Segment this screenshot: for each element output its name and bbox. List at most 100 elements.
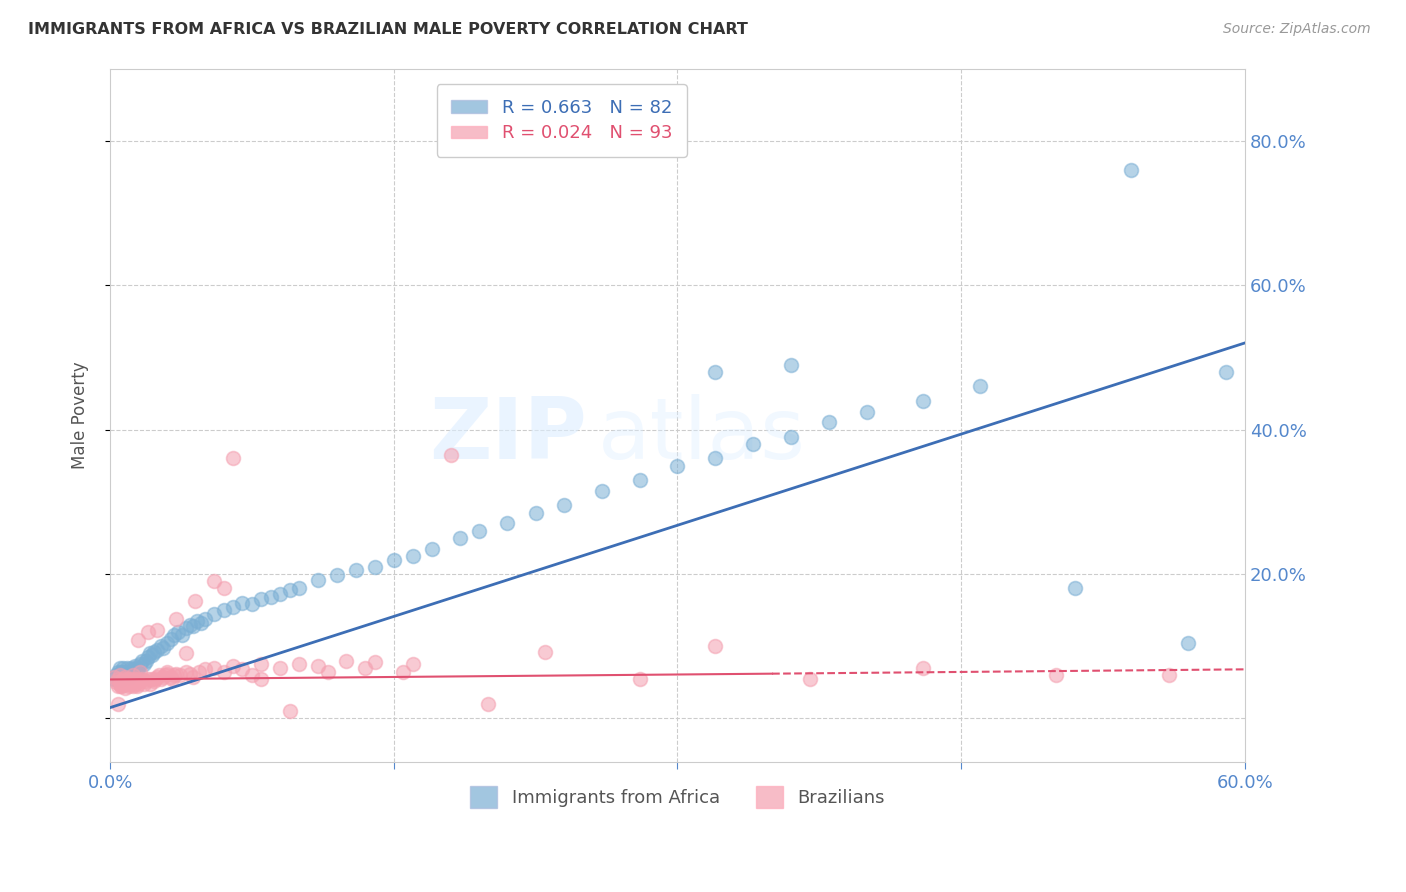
Text: IMMIGRANTS FROM AFRICA VS BRAZILIAN MALE POVERTY CORRELATION CHART: IMMIGRANTS FROM AFRICA VS BRAZILIAN MALE… xyxy=(28,22,748,37)
Point xyxy=(382,552,405,566)
Point xyxy=(169,668,191,682)
Point xyxy=(127,677,149,691)
Point xyxy=(591,483,613,498)
Point xyxy=(112,661,135,675)
Point xyxy=(288,582,311,596)
Point xyxy=(250,657,273,672)
Point xyxy=(112,672,135,686)
Point xyxy=(278,582,301,597)
Point xyxy=(364,559,387,574)
Point xyxy=(114,669,136,683)
Point xyxy=(181,619,204,633)
Point xyxy=(392,665,415,679)
Point xyxy=(135,654,157,668)
Point xyxy=(704,365,727,379)
Point xyxy=(114,665,136,679)
Point xyxy=(250,592,273,607)
Point xyxy=(202,661,225,675)
Point xyxy=(118,673,141,688)
Point xyxy=(159,669,181,683)
Point xyxy=(855,404,877,418)
Point xyxy=(307,659,329,673)
Point xyxy=(120,661,142,675)
Point xyxy=(969,379,991,393)
Point xyxy=(148,668,170,682)
Y-axis label: Male Poverty: Male Poverty xyxy=(72,361,89,469)
Point xyxy=(704,451,727,466)
Point xyxy=(124,672,146,686)
Point xyxy=(107,679,129,693)
Point xyxy=(131,672,153,686)
Point xyxy=(402,549,425,563)
Point xyxy=(125,679,148,693)
Point xyxy=(190,616,212,631)
Point xyxy=(912,393,935,408)
Point xyxy=(222,659,245,673)
Point xyxy=(186,614,208,628)
Point xyxy=(112,677,135,691)
Point xyxy=(628,473,651,487)
Point xyxy=(107,697,129,711)
Point xyxy=(115,672,138,686)
Point xyxy=(135,673,157,688)
Point xyxy=(278,704,301,718)
Point xyxy=(477,697,499,711)
Point xyxy=(127,633,149,648)
Point xyxy=(316,665,339,679)
Point xyxy=(260,590,283,604)
Point xyxy=(121,665,143,679)
Point xyxy=(125,673,148,688)
Point xyxy=(124,677,146,691)
Point xyxy=(165,666,187,681)
Point xyxy=(146,669,169,683)
Point xyxy=(131,654,153,668)
Point xyxy=(181,669,204,683)
Point xyxy=(120,668,142,682)
Point xyxy=(1177,635,1199,649)
Point xyxy=(163,628,186,642)
Point xyxy=(179,617,201,632)
Point xyxy=(129,665,152,679)
Text: atlas: atlas xyxy=(598,394,806,477)
Point xyxy=(118,672,141,686)
Point xyxy=(240,668,263,682)
Point xyxy=(162,672,184,686)
Point xyxy=(288,657,311,672)
Point xyxy=(179,666,201,681)
Point xyxy=(146,643,169,657)
Point xyxy=(156,665,179,679)
Point xyxy=(250,672,273,686)
Point xyxy=(534,645,557,659)
Point xyxy=(817,416,839,430)
Point xyxy=(439,448,461,462)
Legend: Immigrants from Africa, Brazilians: Immigrants from Africa, Brazilians xyxy=(463,779,891,815)
Point xyxy=(468,524,491,538)
Point xyxy=(108,677,131,691)
Point xyxy=(780,358,803,372)
Point xyxy=(194,662,217,676)
Point xyxy=(666,458,689,473)
Point xyxy=(121,679,143,693)
Point xyxy=(269,661,291,675)
Point xyxy=(141,648,163,662)
Point xyxy=(124,659,146,673)
Point xyxy=(170,628,193,642)
Point xyxy=(159,632,181,646)
Point xyxy=(118,669,141,683)
Point xyxy=(222,451,245,466)
Point xyxy=(139,647,162,661)
Point xyxy=(212,603,235,617)
Point xyxy=(174,665,197,679)
Point xyxy=(134,677,156,691)
Point xyxy=(103,669,125,683)
Point xyxy=(222,599,245,614)
Point xyxy=(174,647,197,661)
Point xyxy=(115,661,138,675)
Point xyxy=(136,624,159,639)
Point xyxy=(110,665,132,679)
Point xyxy=(118,679,141,693)
Point xyxy=(912,661,935,675)
Point xyxy=(344,563,367,577)
Point xyxy=(153,668,176,682)
Point xyxy=(152,669,174,683)
